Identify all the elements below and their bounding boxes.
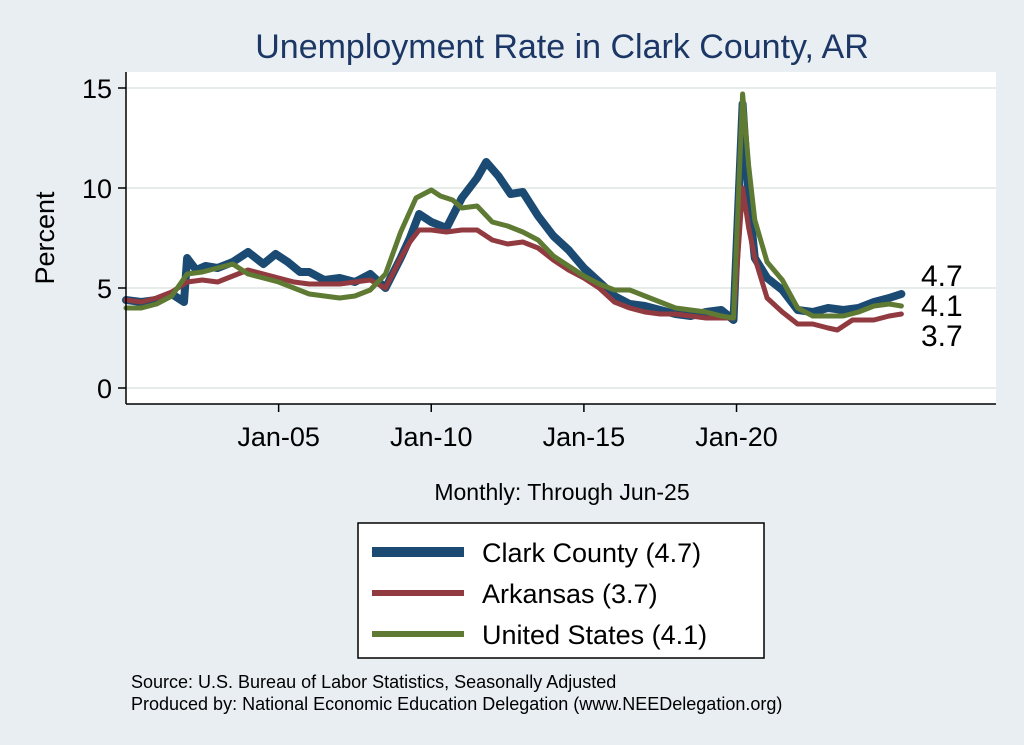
legend-label-arkansas: Arkansas (3.7) xyxy=(482,579,658,609)
legend-label-us: United States (4.1) xyxy=(482,620,707,650)
legend: Clark County (4.7) Arkansas (3.7) United… xyxy=(357,522,765,659)
series-lines xyxy=(122,91,906,333)
x-tick-label: Jan-05 xyxy=(237,422,320,452)
y-tick-label: 15 xyxy=(82,74,112,104)
x-tick-label: Jan-10 xyxy=(390,422,473,452)
series-line-us xyxy=(123,91,904,321)
y-axis-label: Percent xyxy=(30,191,60,285)
x-axis-label: Monthly: Through Jun-25 xyxy=(434,479,689,505)
y-tick-label: 10 xyxy=(82,174,112,204)
source-note: Source: U.S. Bureau of Labor Statistics,… xyxy=(131,672,616,692)
x-ticks: Jan-05 Jan-10 Jan-15 Jan-20 xyxy=(237,404,778,452)
end-label-clark: 4.7 xyxy=(921,260,963,293)
end-label-us: 4.1 xyxy=(921,290,963,323)
y-tick-label: 5 xyxy=(97,274,112,304)
produced-note: Produced by: National Economic Education… xyxy=(131,694,782,714)
end-label-arkansas: 3.7 xyxy=(921,320,963,353)
x-tick-label: Jan-20 xyxy=(695,422,778,452)
y-tick-label: 0 xyxy=(97,374,112,404)
legend-label-clark: Clark County (4.7) xyxy=(482,538,701,568)
series-line-arkansas xyxy=(123,185,904,333)
x-tick-label: Jan-15 xyxy=(543,422,626,452)
chart-title: Unemployment Rate in Clark County, AR xyxy=(255,28,869,66)
grid xyxy=(126,87,996,389)
y-ticks: 0 5 10 15 xyxy=(82,74,126,404)
